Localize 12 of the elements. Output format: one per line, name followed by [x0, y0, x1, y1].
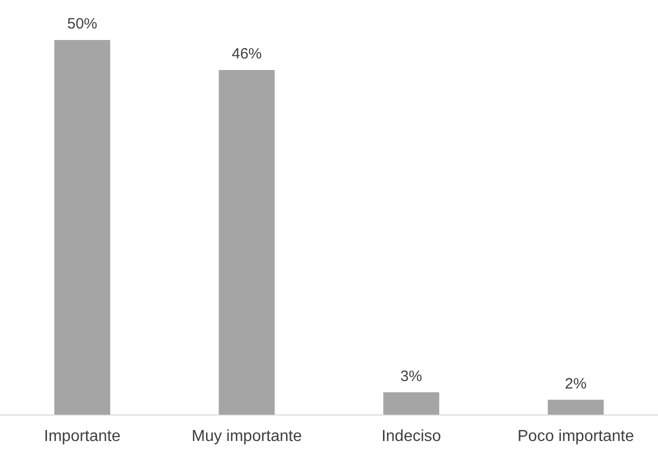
bar [548, 400, 604, 415]
x-tick-label: Muy importante [192, 428, 302, 445]
data-label: 3% [400, 368, 422, 385]
data-label: 50% [67, 16, 98, 33]
x-tick-label: Importante [44, 428, 121, 445]
data-label: 46% [232, 46, 262, 63]
x-tick-label: Indeciso [381, 428, 442, 445]
bar [383, 392, 440, 415]
bar [54, 40, 110, 415]
x-tick-label: Poco importante [517, 428, 634, 445]
data-label: 2% [564, 375, 587, 392]
bar [218, 70, 275, 415]
